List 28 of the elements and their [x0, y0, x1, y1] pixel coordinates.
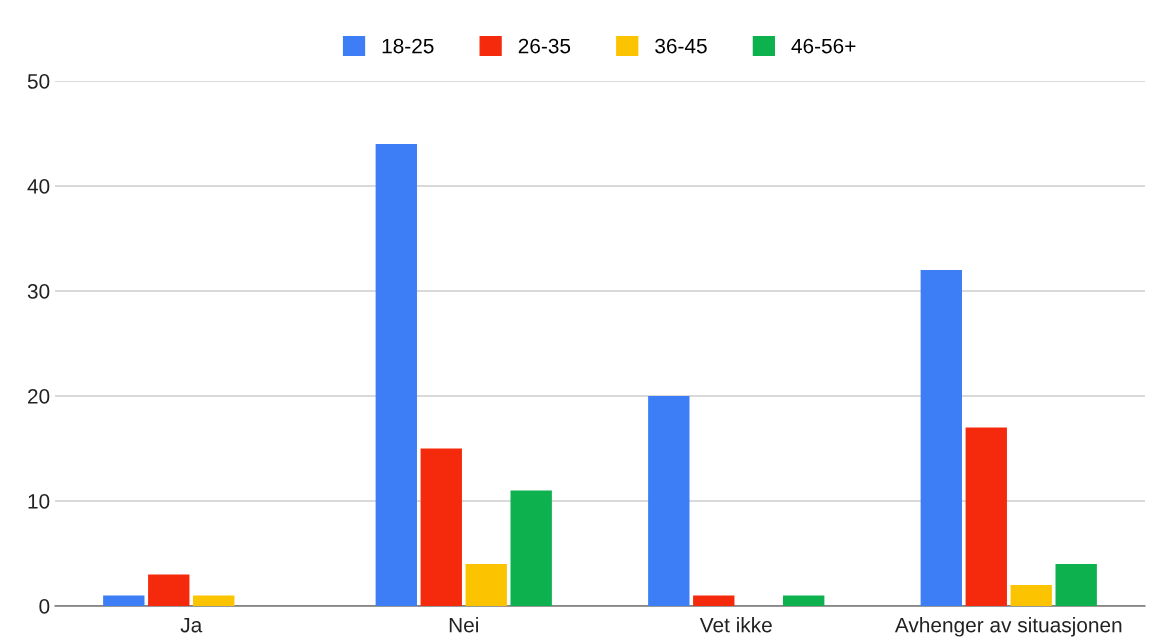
y-tick-label: 10: [28, 494, 50, 509]
bar: [693, 595, 735, 606]
bar: [1010, 585, 1052, 606]
y-tick-label: 0: [39, 599, 50, 614]
x-tick-label: Vet ikke: [699, 617, 772, 633]
y-tick-label: 20: [28, 389, 50, 404]
bar: [920, 270, 962, 606]
y-tick-label: 40: [27, 179, 50, 194]
bar: [420, 448, 462, 606]
bar: [648, 396, 690, 606]
x-tick-label: Ja: [180, 617, 203, 633]
x-tick-label: Avhenger av situasjonen: [894, 617, 1122, 637]
bar: [193, 595, 235, 606]
bar: [375, 144, 417, 606]
legend-label: 26-35: [518, 38, 571, 54]
bar: [465, 564, 507, 606]
bar: [965, 427, 1007, 606]
y-tick-label: 50: [27, 74, 50, 89]
x-tick-label: Nei: [449, 617, 478, 633]
bar: [148, 574, 190, 606]
bar: [103, 595, 145, 606]
bar: [510, 490, 552, 606]
legend-label: 18-25: [382, 38, 434, 54]
bar: [1055, 564, 1097, 606]
legend-label: 36-45: [655, 38, 707, 54]
y-tick-label: 30: [27, 284, 50, 299]
bar: [783, 595, 825, 606]
legend-label: 46-56+: [791, 38, 856, 54]
